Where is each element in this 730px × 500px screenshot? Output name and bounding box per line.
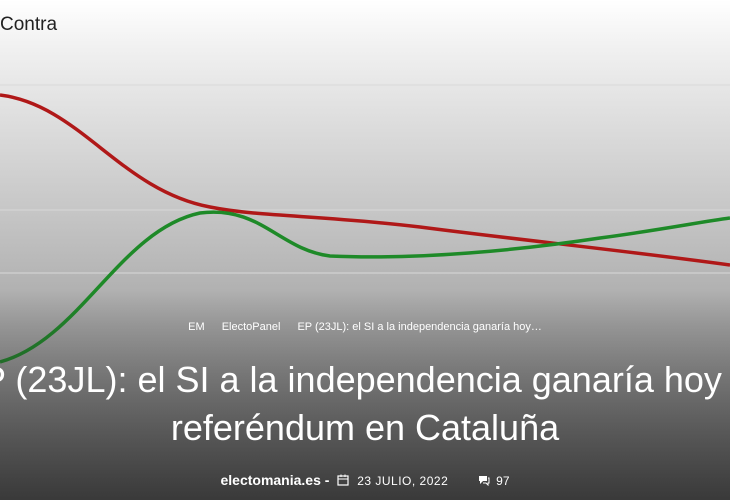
article-meta: electomania.es - 23 JULIO, 2022 97 — [0, 472, 730, 488]
grid — [0, 84, 730, 274]
breadcrumb[interactable]: EP (23JL): el SI a la independencia gana… — [297, 321, 542, 333]
breadcrumb[interactable]: ElectoPanel — [221, 321, 281, 333]
article-title[interactable]: EP (23JL): el SI a la independencia gana… — [0, 359, 730, 448]
breadcrumb[interactable]: EM — [188, 321, 205, 333]
red-line — [0, 93, 730, 267]
breadcrumbs: EM ElectoPanel EP (23JL): el SI a la ind… — [0, 321, 730, 333]
source[interactable]: electomania.es - — [220, 472, 330, 488]
legend-label: Contra — [0, 14, 58, 35]
calendar-icon — [337, 474, 349, 486]
comment-icon — [479, 476, 490, 487]
comments[interactable]: 97 — [478, 474, 510, 488]
overlay — [0, 290, 730, 500]
date: 23 JULIO, 2022 — [357, 474, 449, 488]
comment-count: 97 — [496, 474, 510, 488]
green-line — [0, 210, 730, 364]
